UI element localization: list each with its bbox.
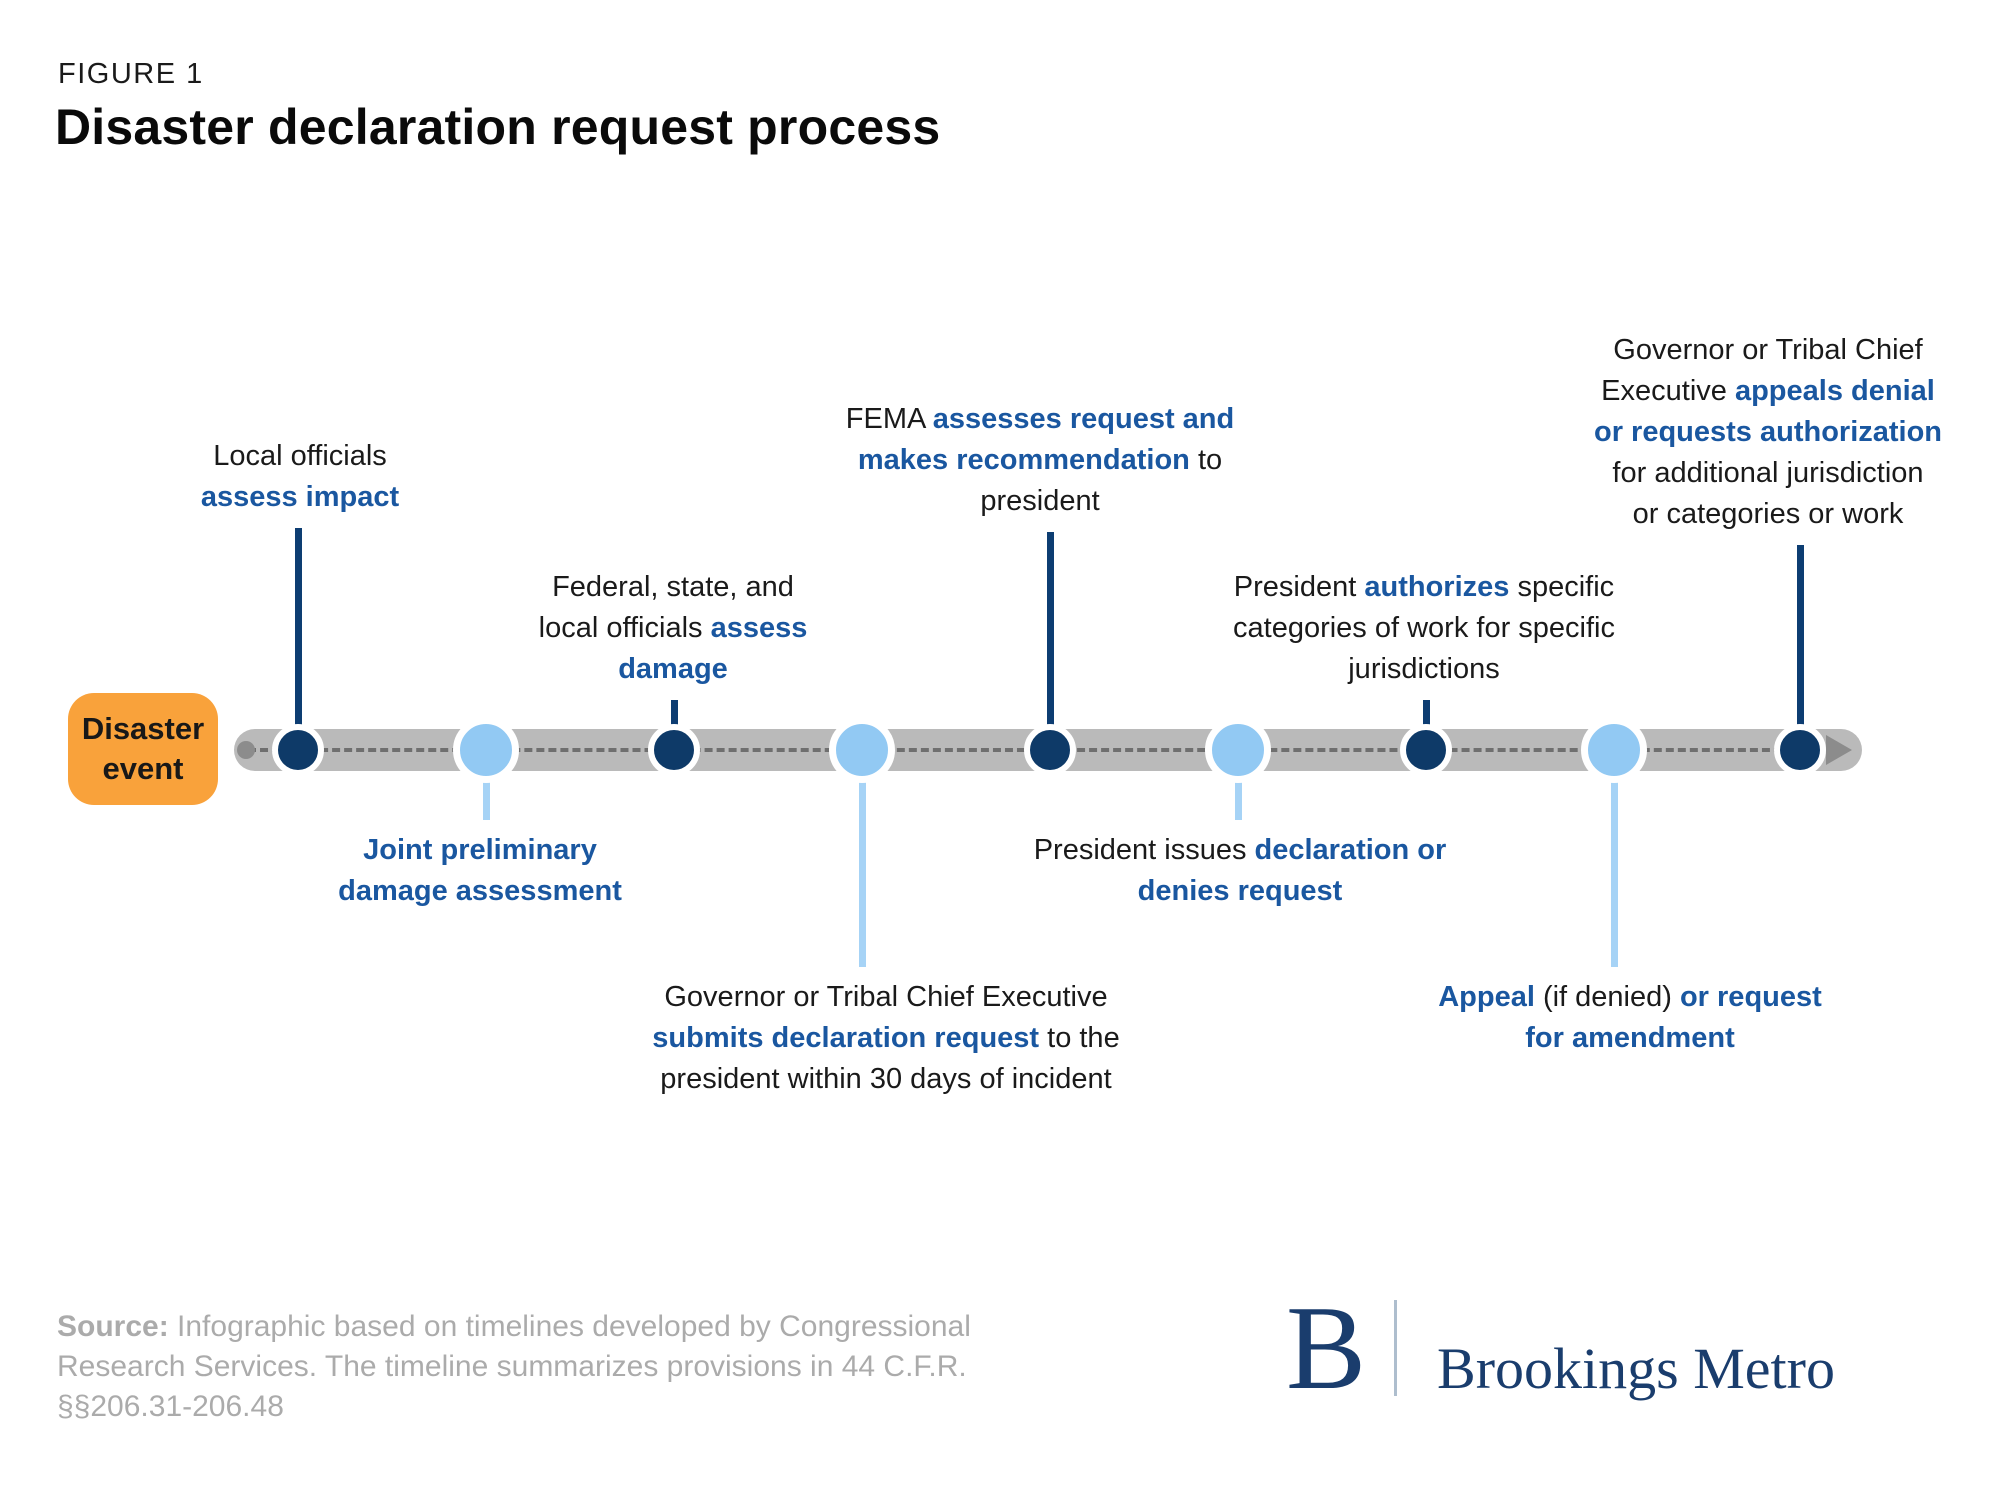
connector-line-dark bbox=[1046, 532, 1054, 750]
event-label: Joint preliminary damage assessment bbox=[338, 830, 622, 912]
page-title: Disaster declaration request process bbox=[55, 99, 941, 155]
event-label-line: denies request bbox=[1137, 875, 1343, 907]
connector-line-light bbox=[482, 750, 490, 820]
event-label-line: president within 30 days of incident bbox=[660, 1063, 1112, 1095]
event-label-line: or categories or work bbox=[1632, 498, 1904, 530]
event-label-line: president bbox=[980, 485, 1100, 517]
event-label: President authorizes specific categories … bbox=[1233, 567, 1615, 690]
connector-line-light bbox=[858, 750, 866, 967]
timeline-node-dark bbox=[272, 724, 324, 776]
event-label-line: damage bbox=[618, 653, 728, 685]
timeline-node-dark bbox=[1024, 724, 1076, 776]
timeline-node-light bbox=[829, 717, 895, 783]
timeline-start-dot bbox=[237, 741, 255, 759]
figure-label: FIGURE 1 bbox=[58, 58, 204, 90]
timeline-node-dark bbox=[1400, 724, 1452, 776]
connector-line-light bbox=[1610, 750, 1618, 967]
brookings-metro-logo: B Brookings Metro bbox=[1286, 1281, 1835, 1414]
event-label: Federal, state, and local officials asses… bbox=[539, 567, 808, 690]
connector-line-dark bbox=[294, 528, 302, 750]
brookings-b-monogram: B bbox=[1286, 1281, 1367, 1414]
event-label-line: makes recommendation to bbox=[857, 444, 1223, 476]
connector-line-dark bbox=[1796, 545, 1804, 750]
source-line-3: §§206.31-206.48 bbox=[57, 1390, 284, 1423]
event-label: Appeal (if denied) or request for amendme… bbox=[1438, 977, 1822, 1059]
timeline-node-dark bbox=[1774, 724, 1826, 776]
event-label-line: categories of work for specific bbox=[1233, 612, 1615, 644]
source-note: Source: Infographic based on timelines d… bbox=[57, 1307, 971, 1427]
logo-divider bbox=[1394, 1300, 1398, 1396]
event-label: Governor or Tribal Chief Executive submit… bbox=[652, 977, 1119, 1100]
timeline-arrow-icon bbox=[1826, 735, 1852, 765]
disaster-event-badge: Disaster event bbox=[68, 693, 218, 805]
event-label-line: local officials assess bbox=[538, 612, 808, 644]
event-label: Local officials assess impact bbox=[201, 436, 399, 518]
event-label: President issues declaration or denies re… bbox=[1034, 830, 1447, 912]
source-line-1: Source: Infographic based on timelines d… bbox=[57, 1310, 971, 1343]
event-label-line: jurisdictions bbox=[1348, 653, 1500, 685]
event-label-line: assess impact bbox=[200, 481, 400, 513]
event-label-line: for amendment bbox=[1525, 1022, 1735, 1054]
event-label-line: Governor or Tribal Chief Executive bbox=[664, 981, 1108, 1013]
event-label-line: Executive appeals denial bbox=[1601, 375, 1935, 407]
timeline-node-light bbox=[1205, 717, 1271, 783]
event-label-line: Federal, state, and bbox=[552, 571, 794, 603]
timeline-node-light bbox=[1581, 717, 1647, 783]
event-label-line: FEMA assesses request and bbox=[845, 403, 1235, 435]
badge-line-1: Disaster bbox=[81, 711, 205, 746]
source-line-2: Research Services. The timeline summariz… bbox=[57, 1350, 967, 1383]
event-label-line: Appeal (if denied) or request bbox=[1438, 981, 1822, 1013]
source-label: Source: bbox=[57, 1310, 169, 1343]
timeline-node-dark bbox=[648, 724, 700, 776]
badge-line-2: event bbox=[102, 751, 184, 786]
event-label-line: Local officials bbox=[213, 440, 387, 472]
event-label-line: damage assessment bbox=[338, 875, 622, 907]
event-label-line: President authorizes specific bbox=[1233, 571, 1615, 603]
event-label-line: submits declaration request to the bbox=[652, 1022, 1120, 1054]
event-label-line: or requests authorization bbox=[1593, 416, 1943, 448]
event-label-line: President issues declaration or bbox=[1033, 834, 1447, 866]
event-label: Governor or Tribal Chief Executive appeal… bbox=[1594, 330, 1942, 535]
event-label-line: for additional jurisdiction bbox=[1612, 457, 1924, 489]
timeline-node-light bbox=[453, 717, 519, 783]
event-label: FEMA assesses request and makes recommend… bbox=[846, 399, 1234, 522]
brookings-wordmark: Brookings Metro bbox=[1437, 1336, 1835, 1401]
event-label-line: Governor or Tribal Chief bbox=[1613, 334, 1923, 366]
event-label-line: Joint preliminary bbox=[363, 834, 597, 866]
connector-line-light bbox=[1234, 750, 1242, 820]
